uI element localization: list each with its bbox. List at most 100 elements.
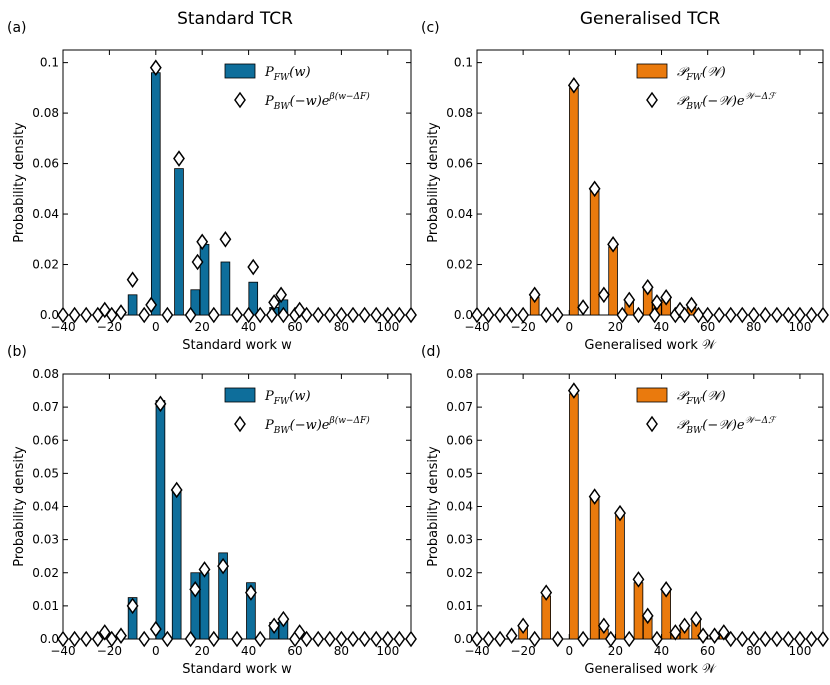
y-tick-label: 0.0 xyxy=(454,308,473,322)
marker-point xyxy=(650,630,663,648)
bar xyxy=(246,582,256,640)
marker-point xyxy=(370,630,383,648)
marker-point xyxy=(138,630,151,648)
marker-point xyxy=(254,630,267,648)
marker-point xyxy=(648,306,661,324)
y-tick-label: 0.01 xyxy=(446,599,473,613)
marker-point xyxy=(540,584,553,601)
marker-point xyxy=(597,617,610,635)
marker-point xyxy=(293,624,306,641)
marker-point xyxy=(597,286,610,304)
x-axis-label: Standard work w xyxy=(182,662,292,677)
marker-point xyxy=(277,306,290,324)
y-tick-label: 0.07 xyxy=(446,400,473,414)
marker-point xyxy=(717,624,730,641)
marker-point xyxy=(154,395,167,413)
marker-point xyxy=(149,59,162,76)
marker-point xyxy=(105,630,118,648)
bar xyxy=(155,400,166,640)
marker-point xyxy=(268,617,281,635)
column-title-generalised: Generalised TCR xyxy=(580,9,720,29)
marker-point xyxy=(98,624,111,641)
y-tick-label: 0.04 xyxy=(32,207,59,221)
x-tick-label: −20 xyxy=(510,644,535,658)
marker-point xyxy=(231,306,243,324)
marker-point xyxy=(405,630,417,648)
marker-point xyxy=(91,630,104,648)
marker-point xyxy=(393,306,406,324)
marker-point xyxy=(242,306,255,324)
legend-marker-swatch xyxy=(234,91,246,109)
x-tick-label: 100 xyxy=(376,320,399,334)
marker-point xyxy=(724,306,737,324)
y-tick-label: 0.02 xyxy=(446,258,473,272)
marker-point xyxy=(300,630,313,648)
legend-bar-swatch xyxy=(636,387,668,403)
legend-label-backward: PBW(−w)eβ(w−ΔF) xyxy=(264,415,370,436)
marker-point xyxy=(405,306,417,324)
y-tick-label: 0.1 xyxy=(454,56,473,70)
marker-point xyxy=(641,278,654,296)
legend-label-backward: 𝒫BW(−𝒲)e𝒲−Δℱ xyxy=(677,416,777,436)
x-tick-label: −20 xyxy=(97,644,122,658)
marker-point xyxy=(482,630,495,648)
marker-point xyxy=(471,630,483,648)
marker-point xyxy=(747,630,760,648)
marker-point xyxy=(747,306,760,324)
marker-point xyxy=(736,630,749,648)
x-axis-label: Generalised work 𝒲 xyxy=(584,338,717,353)
y-tick-label: 0.05 xyxy=(446,466,473,480)
marker-point xyxy=(184,630,197,648)
legend-marker-swatch xyxy=(234,415,246,433)
marker-point xyxy=(471,306,483,324)
x-tick-label: 0 xyxy=(565,644,573,658)
x-tick-label: 60 xyxy=(700,320,715,334)
marker-point xyxy=(207,306,220,324)
marker-point xyxy=(115,304,127,321)
marker-point xyxy=(805,306,818,324)
x-tick-label: 40 xyxy=(241,320,256,334)
bar xyxy=(218,552,228,640)
x-tick-label: 60 xyxy=(287,644,302,658)
x-tick-label: 80 xyxy=(746,320,761,334)
y-tick-label: 0.07 xyxy=(32,400,59,414)
y-tick-label: 0.06 xyxy=(32,157,59,171)
y-tick-label: 0.0 xyxy=(40,632,59,646)
marker-point xyxy=(588,488,601,505)
marker-point xyxy=(669,624,682,641)
x-tick-label: 0 xyxy=(152,320,160,334)
x-tick-label: 20 xyxy=(608,320,623,334)
x-tick-label: −40 xyxy=(50,320,75,334)
marker-point xyxy=(528,286,541,304)
marker-point xyxy=(219,230,232,248)
marker-point xyxy=(632,571,645,588)
bar xyxy=(569,87,579,316)
marker-point xyxy=(494,630,506,648)
marker-point xyxy=(68,630,81,648)
y-tick-label: 0.03 xyxy=(32,533,59,547)
marker-point xyxy=(505,627,518,644)
x-axis-label: Standard work w xyxy=(182,338,292,353)
x-tick-label: −20 xyxy=(97,320,122,334)
marker-point xyxy=(551,306,564,324)
marker-point xyxy=(358,630,371,648)
panel-label: (a) xyxy=(7,20,27,36)
x-tick-label: 40 xyxy=(241,644,256,658)
marker-point xyxy=(623,291,636,309)
legend-marker-swatch xyxy=(646,91,658,109)
plot-frame xyxy=(476,373,824,640)
plot-frame xyxy=(62,373,412,640)
column-title-standard: Standard TCR xyxy=(177,9,293,29)
legend-label-forward: PFW(w) xyxy=(264,389,311,407)
marker-point xyxy=(173,150,185,167)
marker-point xyxy=(161,630,174,648)
marker-point xyxy=(115,627,127,644)
marker-point xyxy=(312,306,325,324)
x-tick-label: 20 xyxy=(195,644,210,658)
marker-point xyxy=(708,627,721,644)
y-tick-label: 0.0 xyxy=(40,308,59,322)
plot-frame xyxy=(62,49,412,316)
marker-point xyxy=(217,557,230,575)
legend-label-forward: PFW(w) xyxy=(264,65,311,83)
marker-point xyxy=(191,253,204,271)
